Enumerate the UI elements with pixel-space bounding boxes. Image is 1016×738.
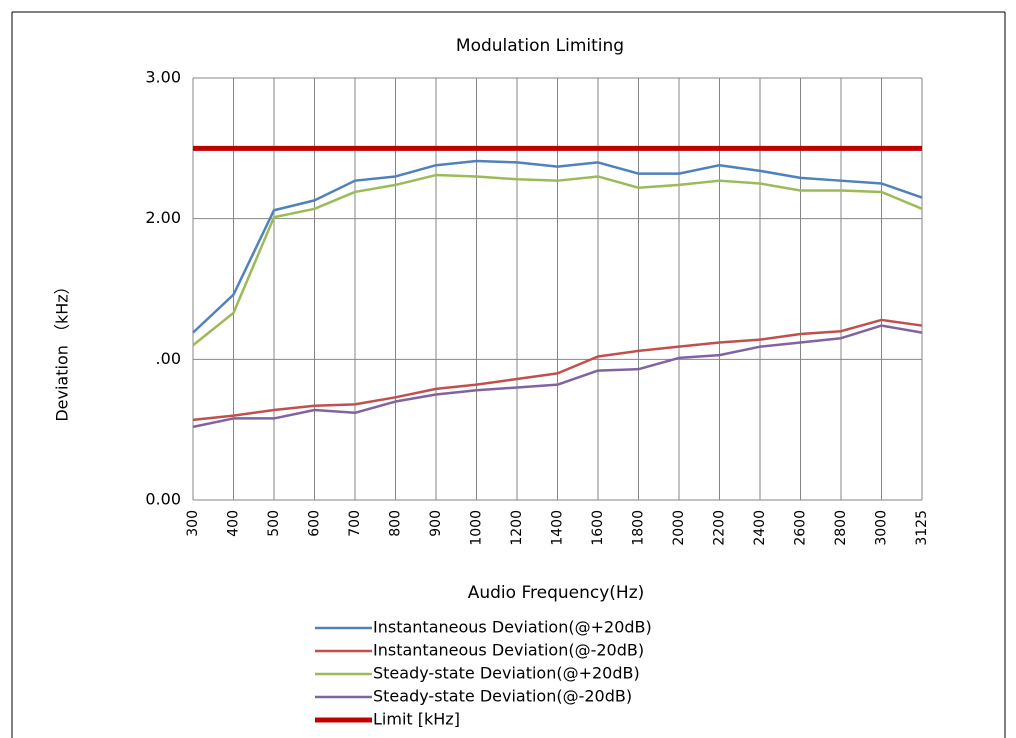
x-tick-label: 1000 bbox=[469, 510, 485, 546]
x-tick-label: 500 bbox=[266, 510, 282, 537]
x-tick-label: 2000 bbox=[671, 510, 687, 546]
legend-label: Steady-state Deviation(@+20dB) bbox=[373, 664, 640, 683]
x-tick-label: 2800 bbox=[833, 510, 849, 546]
y-tick-label: .00 bbox=[156, 349, 181, 368]
x-tick-label: 3125 bbox=[914, 510, 930, 546]
x-tick-label: 2600 bbox=[793, 510, 809, 546]
series-line bbox=[192, 159, 923, 334]
x-tick-label: 2400 bbox=[752, 510, 768, 546]
x-tick-label: 3000 bbox=[874, 510, 890, 546]
x-tick-label: 1800 bbox=[631, 510, 647, 546]
series-line bbox=[192, 173, 923, 347]
legend-label: Instantaneous Deviation(@+20dB) bbox=[373, 618, 652, 637]
series-line bbox=[192, 324, 923, 429]
x-tick-label: 300 bbox=[185, 510, 201, 537]
legend-label: Limit [kHz] bbox=[373, 710, 460, 729]
y-tick-label: 3.00 bbox=[145, 68, 181, 87]
chart-title: Modulation Limiting bbox=[456, 36, 624, 56]
x-tick-label: 700 bbox=[347, 510, 363, 537]
x-tick-label: 900 bbox=[428, 510, 444, 537]
x-tick-label: 800 bbox=[388, 510, 404, 537]
legend-label: Instantaneous Deviation(@-20dB) bbox=[373, 641, 644, 660]
x-tick-label: 1400 bbox=[550, 510, 566, 546]
series-line bbox=[192, 318, 923, 422]
x-tick-label: 400 bbox=[226, 510, 242, 537]
x-tick-label: 600 bbox=[307, 510, 323, 537]
legend-label: Steady-state Deviation(@-20dB) bbox=[373, 687, 632, 706]
y-tick-label: 2.00 bbox=[145, 208, 181, 227]
x-tick-label: 1200 bbox=[509, 510, 525, 546]
x-tick-label: 2200 bbox=[712, 510, 728, 546]
y-axis-title: Deviation （kHz） bbox=[53, 278, 72, 421]
y-tick-label: 0.00 bbox=[145, 490, 181, 509]
x-tick-label: 1600 bbox=[590, 510, 606, 546]
x-axis-title: Audio Frequency(Hz) bbox=[468, 583, 645, 603]
